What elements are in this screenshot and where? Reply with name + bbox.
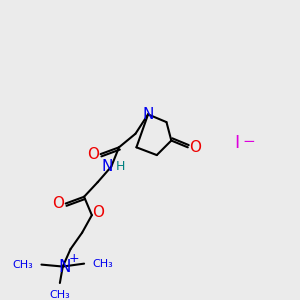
Text: I: I <box>235 134 240 152</box>
Text: N: N <box>58 257 71 275</box>
Text: O: O <box>190 140 202 155</box>
Text: CH₃: CH₃ <box>50 290 70 300</box>
Text: CH₃: CH₃ <box>12 260 33 270</box>
Text: +: + <box>69 252 80 265</box>
Text: −: − <box>242 134 255 149</box>
Text: O: O <box>87 147 99 162</box>
Text: H: H <box>116 160 126 173</box>
Text: CH₃: CH₃ <box>93 259 114 269</box>
Text: O: O <box>52 196 64 211</box>
Text: N: N <box>142 107 154 122</box>
Text: O: O <box>92 205 104 220</box>
Text: N: N <box>102 159 113 174</box>
